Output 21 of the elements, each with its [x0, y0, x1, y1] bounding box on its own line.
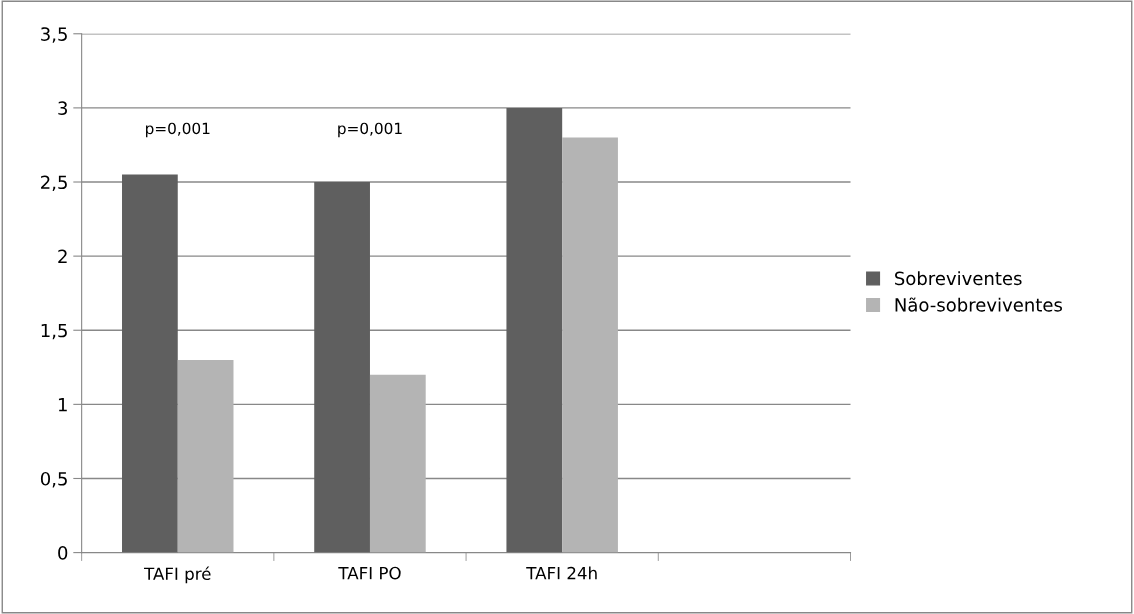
y-tick-label: 2,5: [41, 175, 67, 191]
annotation: p=0,001: [146, 122, 210, 138]
bar: [506, 107, 563, 553]
bar: [369, 374, 426, 553]
y-tick-label: 2: [58, 249, 67, 263]
y-tick-label: 0: [58, 546, 68, 560]
y-tick-label: 3,5: [41, 27, 67, 43]
y-tick-label: 3: [58, 101, 68, 116]
y-tick-label: 1,5: [41, 323, 67, 340]
bar: [177, 359, 234, 553]
bar: [122, 174, 178, 553]
legend-label: Sobreviventes: [895, 271, 1022, 286]
x-tick-label: TAFI pré: [144, 566, 211, 584]
legend-label: Não-sobreviventes: [895, 297, 1062, 312]
x-tick-label: TAFI PO: [338, 566, 401, 580]
y-tick-label: 1: [58, 398, 67, 412]
bar: [562, 137, 618, 553]
bar: [314, 182, 370, 553]
y-tick-label: 0,5: [40, 471, 67, 488]
annotation: p=0,001: [338, 122, 402, 138]
x-tick-label: TAFI 24h: [526, 566, 597, 580]
